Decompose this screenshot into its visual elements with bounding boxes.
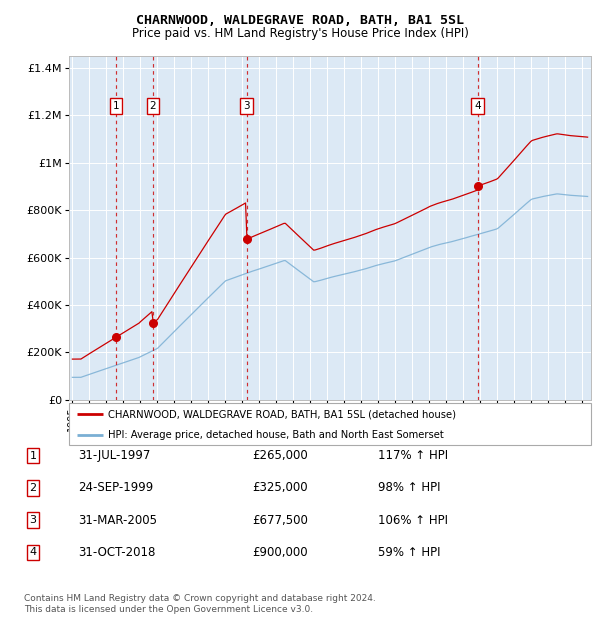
Text: 1: 1 [29,451,37,461]
Text: 3: 3 [29,515,37,525]
Text: £265,000: £265,000 [252,450,308,462]
Text: 117% ↑ HPI: 117% ↑ HPI [378,450,448,462]
FancyBboxPatch shape [69,403,591,445]
Text: Contains HM Land Registry data © Crown copyright and database right 2024.
This d: Contains HM Land Registry data © Crown c… [24,595,376,614]
Text: 1: 1 [113,100,119,111]
Text: 2: 2 [29,483,37,493]
Text: £325,000: £325,000 [252,482,308,494]
Text: 3: 3 [244,100,250,111]
Text: 4: 4 [29,547,37,557]
Text: 31-OCT-2018: 31-OCT-2018 [78,546,155,559]
Text: 98% ↑ HPI: 98% ↑ HPI [378,482,440,494]
Text: Price paid vs. HM Land Registry's House Price Index (HPI): Price paid vs. HM Land Registry's House … [131,27,469,40]
Text: 106% ↑ HPI: 106% ↑ HPI [378,514,448,526]
Text: CHARNWOOD, WALDEGRAVE ROAD, BATH, BA1 5SL: CHARNWOOD, WALDEGRAVE ROAD, BATH, BA1 5S… [136,14,464,27]
Text: 4: 4 [474,100,481,111]
Text: CHARNWOOD, WALDEGRAVE ROAD, BATH, BA1 5SL (detached house): CHARNWOOD, WALDEGRAVE ROAD, BATH, BA1 5S… [108,409,456,419]
Text: 2: 2 [149,100,156,111]
Text: HPI: Average price, detached house, Bath and North East Somerset: HPI: Average price, detached house, Bath… [108,430,444,440]
Text: 31-MAR-2005: 31-MAR-2005 [78,514,157,526]
Text: £677,500: £677,500 [252,514,308,526]
Text: 31-JUL-1997: 31-JUL-1997 [78,450,151,462]
Text: £900,000: £900,000 [252,546,308,559]
Text: 24-SEP-1999: 24-SEP-1999 [78,482,153,494]
Text: 59% ↑ HPI: 59% ↑ HPI [378,546,440,559]
